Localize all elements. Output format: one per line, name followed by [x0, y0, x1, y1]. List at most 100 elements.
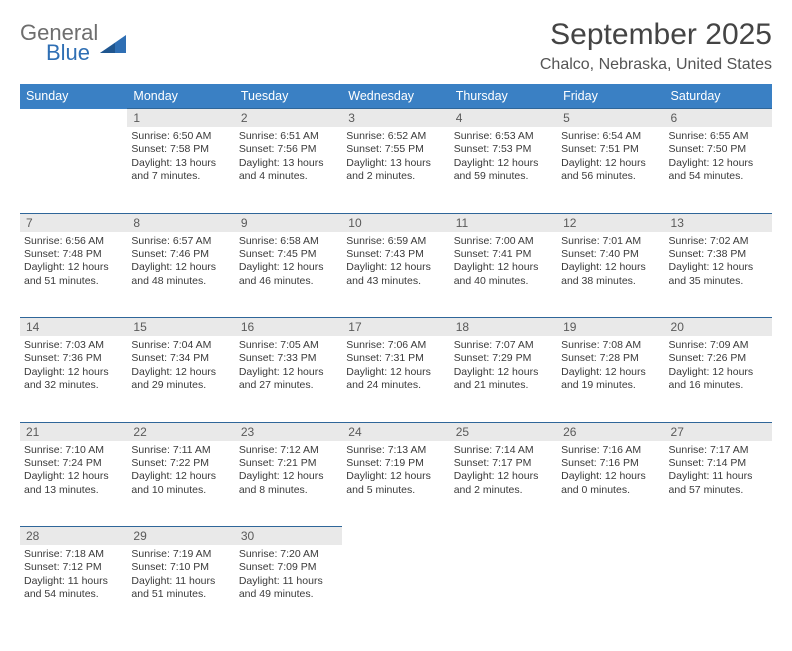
sunrise-text: Sunrise: 7:02 AM [669, 235, 768, 248]
sunrise-text: Sunrise: 7:03 AM [24, 339, 123, 352]
sunset-text: Sunset: 7:12 PM [24, 561, 123, 574]
title-block: September 2025 Chalco, Nebraska, United … [540, 18, 772, 74]
daylight-text: Daylight: 12 hours and 27 minutes. [239, 366, 338, 393]
day-content: Sunrise: 6:56 AMSunset: 7:48 PMDaylight:… [20, 232, 127, 300]
day-content: Sunrise: 7:14 AMSunset: 7:17 PMDaylight:… [450, 441, 557, 509]
daylight-text: Daylight: 12 hours and 5 minutes. [346, 470, 445, 497]
day-content-cell: Sunrise: 7:19 AMSunset: 7:10 PMDaylight:… [127, 545, 234, 631]
day-number-cell: 19 [557, 318, 664, 337]
day-content-cell: Sunrise: 6:53 AMSunset: 7:53 PMDaylight:… [450, 127, 557, 213]
day-content-cell: Sunrise: 7:00 AMSunset: 7:41 PMDaylight:… [450, 232, 557, 318]
sunrise-text: Sunrise: 7:18 AM [24, 548, 123, 561]
day-number-cell: 2 [235, 109, 342, 128]
day-content: Sunrise: 6:52 AMSunset: 7:55 PMDaylight:… [342, 127, 449, 195]
day-number: 10 [342, 214, 449, 232]
day-content: Sunrise: 6:59 AMSunset: 7:43 PMDaylight:… [342, 232, 449, 300]
day-number: 14 [20, 318, 127, 336]
sunrise-text: Sunrise: 7:05 AM [239, 339, 338, 352]
header: General Blue September 2025 Chalco, Nebr… [20, 18, 772, 74]
day-number-cell [342, 527, 449, 546]
day-number: 25 [450, 423, 557, 441]
day-content-cell: Sunrise: 7:17 AMSunset: 7:14 PMDaylight:… [665, 441, 772, 527]
day-number-cell: 21 [20, 422, 127, 441]
day-header: Thursday [450, 84, 557, 109]
day-content-cell: Sunrise: 7:16 AMSunset: 7:16 PMDaylight:… [557, 441, 664, 527]
day-number: 22 [127, 423, 234, 441]
sunset-text: Sunset: 7:29 PM [454, 352, 553, 365]
day-number: 13 [665, 214, 772, 232]
day-content: Sunrise: 6:55 AMSunset: 7:50 PMDaylight:… [665, 127, 772, 195]
daylight-text: Daylight: 12 hours and 35 minutes. [669, 261, 768, 288]
daylight-text: Daylight: 12 hours and 21 minutes. [454, 366, 553, 393]
day-content: Sunrise: 7:13 AMSunset: 7:19 PMDaylight:… [342, 441, 449, 509]
day-header: Saturday [665, 84, 772, 109]
day-number-cell [557, 527, 664, 546]
sunset-text: Sunset: 7:31 PM [346, 352, 445, 365]
day-number-cell: 22 [127, 422, 234, 441]
daylight-text: Daylight: 12 hours and 10 minutes. [131, 470, 230, 497]
logo-text: General Blue [20, 22, 98, 64]
day-content: Sunrise: 6:51 AMSunset: 7:56 PMDaylight:… [235, 127, 342, 195]
day-content-cell: Sunrise: 6:51 AMSunset: 7:56 PMDaylight:… [235, 127, 342, 213]
daylight-text: Daylight: 12 hours and 46 minutes. [239, 261, 338, 288]
sunset-text: Sunset: 7:41 PM [454, 248, 553, 261]
sunset-text: Sunset: 7:10 PM [131, 561, 230, 574]
day-number: 18 [450, 318, 557, 336]
daylight-text: Daylight: 13 hours and 2 minutes. [346, 157, 445, 184]
daylight-text: Daylight: 11 hours and 54 minutes. [24, 575, 123, 602]
day-content: Sunrise: 7:02 AMSunset: 7:38 PMDaylight:… [665, 232, 772, 300]
sunrise-text: Sunrise: 7:20 AM [239, 548, 338, 561]
sunset-text: Sunset: 7:51 PM [561, 143, 660, 156]
day-content-cell: Sunrise: 7:08 AMSunset: 7:28 PMDaylight:… [557, 336, 664, 422]
week-number-row: 21222324252627 [20, 422, 772, 441]
sunset-text: Sunset: 7:21 PM [239, 457, 338, 470]
day-number-cell: 18 [450, 318, 557, 337]
day-number: 17 [342, 318, 449, 336]
day-number: 7 [20, 214, 127, 232]
week-number-row: 282930 [20, 527, 772, 546]
calendar-body: 123456Sunrise: 6:50 AMSunset: 7:58 PMDay… [20, 109, 772, 632]
sunrise-text: Sunrise: 6:51 AM [239, 130, 338, 143]
sunrise-text: Sunrise: 6:52 AM [346, 130, 445, 143]
sunset-text: Sunset: 7:40 PM [561, 248, 660, 261]
day-content-cell: Sunrise: 7:11 AMSunset: 7:22 PMDaylight:… [127, 441, 234, 527]
day-content-cell: Sunrise: 7:04 AMSunset: 7:34 PMDaylight:… [127, 336, 234, 422]
calendar-table: Sunday Monday Tuesday Wednesday Thursday… [20, 84, 772, 631]
sunrise-text: Sunrise: 7:17 AM [669, 444, 768, 457]
daylight-text: Daylight: 11 hours and 57 minutes. [669, 470, 768, 497]
sunrise-text: Sunrise: 7:13 AM [346, 444, 445, 457]
sunrise-text: Sunrise: 6:53 AM [454, 130, 553, 143]
day-content: Sunrise: 7:19 AMSunset: 7:10 PMDaylight:… [127, 545, 234, 613]
day-content: Sunrise: 7:09 AMSunset: 7:26 PMDaylight:… [665, 336, 772, 404]
week-content-row: Sunrise: 6:56 AMSunset: 7:48 PMDaylight:… [20, 232, 772, 318]
day-content: Sunrise: 7:18 AMSunset: 7:12 PMDaylight:… [20, 545, 127, 613]
location: Chalco, Nebraska, United States [540, 56, 772, 74]
daylight-text: Daylight: 12 hours and 13 minutes. [24, 470, 123, 497]
sunrise-text: Sunrise: 7:00 AM [454, 235, 553, 248]
day-content-cell [450, 545, 557, 631]
day-content-cell: Sunrise: 7:05 AMSunset: 7:33 PMDaylight:… [235, 336, 342, 422]
day-number: 9 [235, 214, 342, 232]
day-content-cell: Sunrise: 6:50 AMSunset: 7:58 PMDaylight:… [127, 127, 234, 213]
day-number-cell: 27 [665, 422, 772, 441]
day-number-cell: 15 [127, 318, 234, 337]
daylight-text: Daylight: 12 hours and 56 minutes. [561, 157, 660, 184]
day-number-cell: 7 [20, 213, 127, 232]
sunrise-text: Sunrise: 7:16 AM [561, 444, 660, 457]
sunrise-text: Sunrise: 6:59 AM [346, 235, 445, 248]
day-content: Sunrise: 7:20 AMSunset: 7:09 PMDaylight:… [235, 545, 342, 613]
day-content: Sunrise: 7:03 AMSunset: 7:36 PMDaylight:… [20, 336, 127, 404]
day-number-cell: 23 [235, 422, 342, 441]
day-content-cell: Sunrise: 7:14 AMSunset: 7:17 PMDaylight:… [450, 441, 557, 527]
day-content-cell: Sunrise: 7:18 AMSunset: 7:12 PMDaylight:… [20, 545, 127, 631]
day-content-cell: Sunrise: 7:02 AMSunset: 7:38 PMDaylight:… [665, 232, 772, 318]
day-content: Sunrise: 6:58 AMSunset: 7:45 PMDaylight:… [235, 232, 342, 300]
day-number: 11 [450, 214, 557, 232]
day-number: 23 [235, 423, 342, 441]
day-number: 29 [127, 527, 234, 545]
sunset-text: Sunset: 7:46 PM [131, 248, 230, 261]
sunset-text: Sunset: 7:48 PM [24, 248, 123, 261]
day-content: Sunrise: 7:16 AMSunset: 7:16 PMDaylight:… [557, 441, 664, 509]
logo-triangle-icon [100, 35, 126, 55]
daylight-text: Daylight: 12 hours and 24 minutes. [346, 366, 445, 393]
